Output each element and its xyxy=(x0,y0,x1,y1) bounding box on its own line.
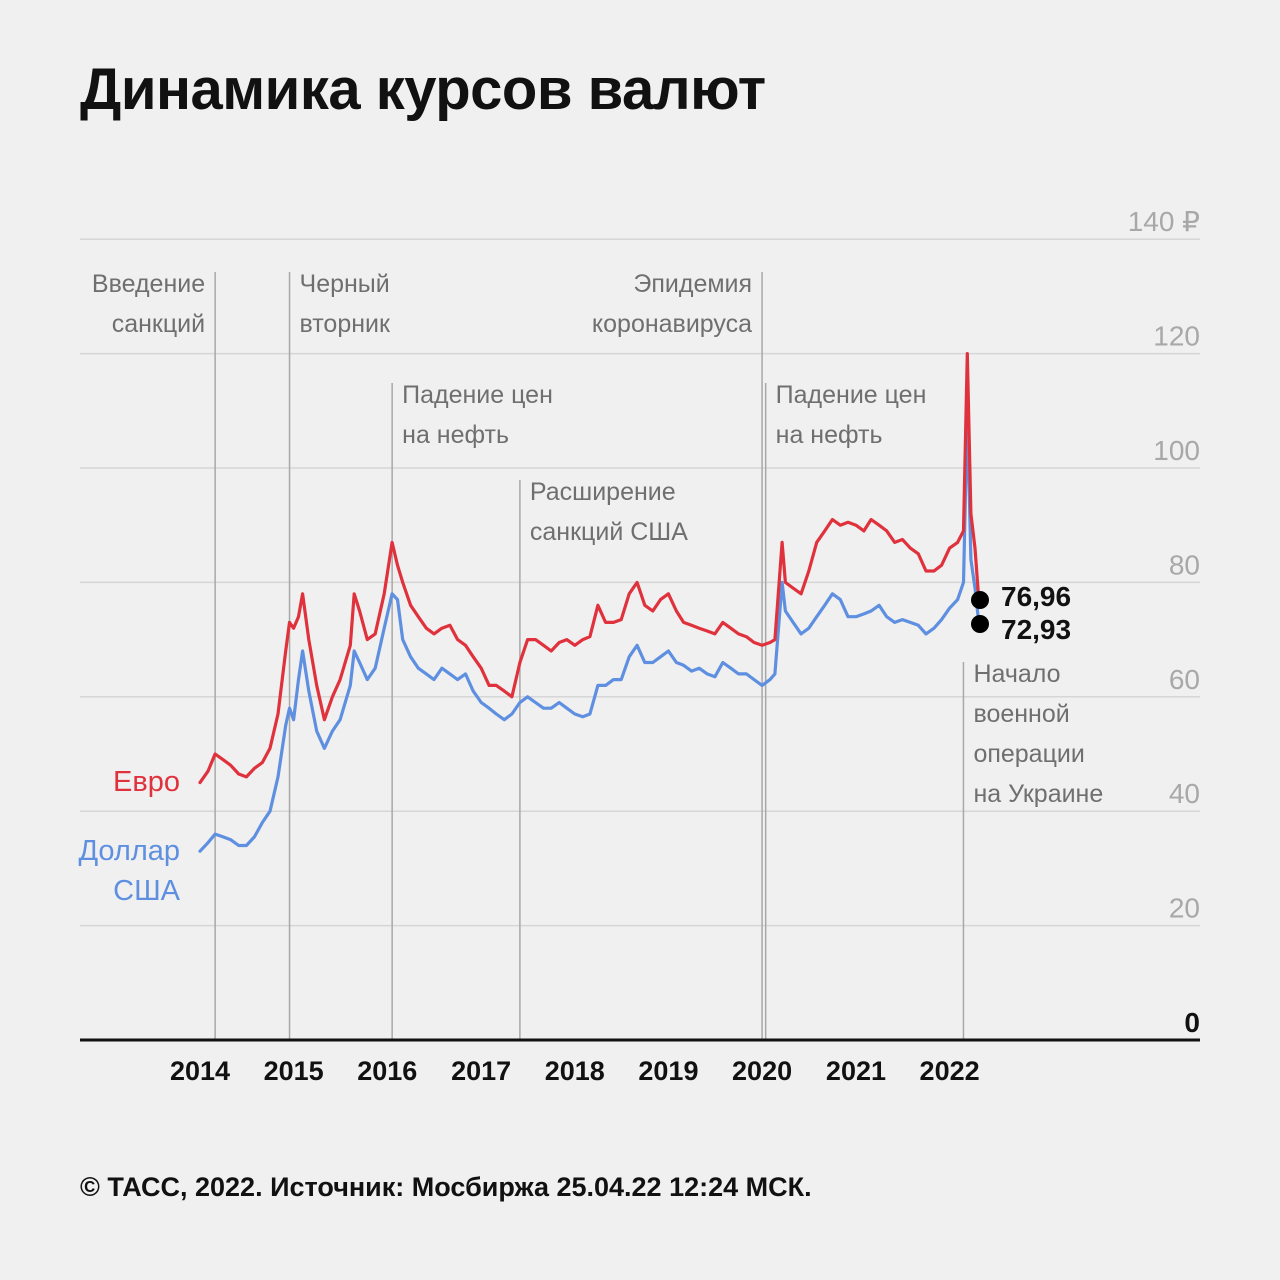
event-annotation: Падение цен xyxy=(402,381,553,409)
x-tick-label: 2015 xyxy=(264,1056,324,1086)
event-annotation: санкций США xyxy=(530,518,688,546)
event-annotation: на нефть xyxy=(402,421,509,449)
y-tick-label: 20 xyxy=(1169,893,1200,924)
event-annotation: операции xyxy=(973,740,1084,768)
event-annotation: Черный xyxy=(300,270,390,298)
y-tick-label: 60 xyxy=(1169,664,1200,695)
event-annotation: вторник xyxy=(300,310,391,338)
x-tick-label: 2021 xyxy=(826,1056,886,1086)
axes: 0 20 40 60 80 100 120 140 ₽ 2014 2015 2016 2017 2018… xyxy=(80,206,1200,1086)
end-value-label: 76,96 xyxy=(1001,581,1071,612)
event-annotation: Расширение xyxy=(530,478,676,506)
event-annotation: Падение цен xyxy=(776,381,927,409)
event-annotation: на Украине xyxy=(973,780,1103,808)
x-tick-label: 2018 xyxy=(545,1056,605,1086)
series-label: Доллар xyxy=(78,835,180,867)
event-annotation: Эпидемия xyxy=(633,270,752,298)
end-marker xyxy=(971,615,989,633)
end-value-label: 72,93 xyxy=(1001,614,1071,645)
y-tick-label: 100 xyxy=(1153,435,1200,466)
event-annotation: Введение xyxy=(92,270,205,298)
y-tick-label: 120 xyxy=(1153,321,1200,352)
x-tick-label: 2020 xyxy=(732,1056,792,1086)
y-tick-label: 0 xyxy=(1184,1007,1200,1038)
grid-lines xyxy=(80,238,1200,927)
event-annotation: на нефть xyxy=(776,421,883,449)
series-line xyxy=(198,352,981,785)
source-footer: © ТАСС, 2022. Источник: Мосбиржа 25.04.2… xyxy=(80,1172,812,1202)
event-lines xyxy=(214,272,965,1040)
event-annotation: военной xyxy=(973,700,1069,728)
x-tick-label: 2014 xyxy=(170,1056,230,1086)
x-tick-label: 2017 xyxy=(451,1056,511,1086)
series-line xyxy=(198,409,981,853)
end-marker xyxy=(971,591,989,609)
x-tick-label: 2019 xyxy=(638,1056,698,1086)
series-label: Евро xyxy=(113,766,180,798)
series-lines xyxy=(198,352,981,853)
x-tick-label: 2022 xyxy=(920,1056,980,1086)
event-annotation: Начало xyxy=(973,660,1060,688)
x-tick-label: 2016 xyxy=(357,1056,417,1086)
chart-labels: Введение санкций Черный вторник Падение цен н… xyxy=(78,270,1103,907)
y-tick-label: 80 xyxy=(1169,549,1200,580)
series-label: США xyxy=(113,875,181,907)
y-tick-label: 40 xyxy=(1169,778,1200,809)
event-annotation: санкций xyxy=(112,310,205,338)
page-title: Динамика курсов валют xyxy=(80,57,766,122)
y-tick-label: 140 ₽ xyxy=(1128,206,1200,237)
event-annotation: коронавируса xyxy=(592,310,752,338)
